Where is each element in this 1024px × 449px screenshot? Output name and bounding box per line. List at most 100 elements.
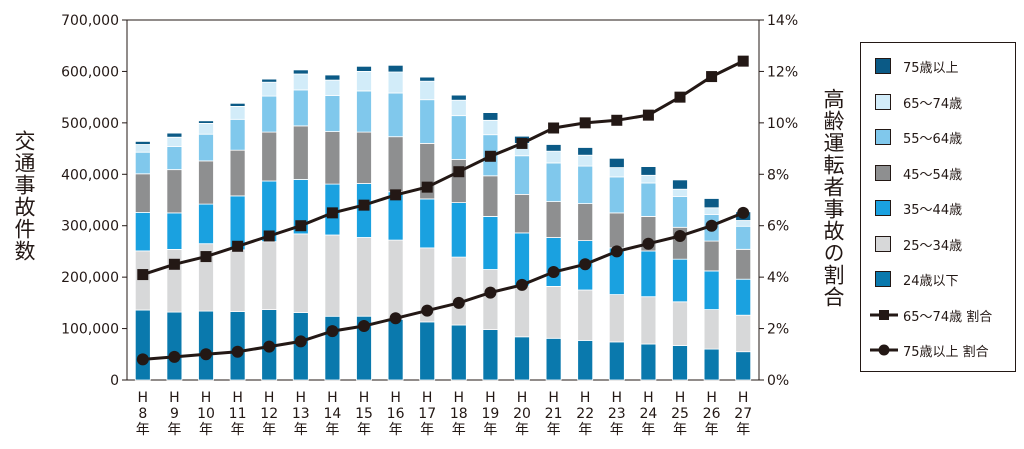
bar-segment bbox=[672, 195, 688, 228]
bar-segment bbox=[672, 258, 688, 303]
left-tick-label: 200,000 bbox=[61, 270, 119, 286]
x-tick-label: 年 bbox=[641, 422, 655, 438]
bar-segment bbox=[134, 250, 151, 311]
legend: 75歳以上 65～74歳 55～64歳 45～54歳 35～44歳 25～34歳 24歳以下… bbox=[860, 42, 1016, 372]
x-tick-label: 22 bbox=[576, 406, 594, 422]
bar-segment bbox=[735, 278, 752, 316]
bar-segment bbox=[514, 336, 530, 381]
x-tick-label: H bbox=[612, 390, 623, 406]
line-marker-circle bbox=[642, 237, 655, 250]
x-tick-label: H bbox=[580, 390, 591, 406]
x-tick-label: 年 bbox=[136, 422, 150, 438]
bar-segment bbox=[514, 232, 530, 287]
x-tick-label: 20 bbox=[513, 406, 531, 422]
bar-segment bbox=[356, 237, 372, 317]
x-tick-label: 年 bbox=[262, 422, 276, 438]
x-tick-label: H bbox=[296, 390, 307, 406]
x-tick-label: H bbox=[264, 390, 275, 406]
line-marker-square bbox=[579, 117, 591, 129]
bar-segment bbox=[703, 270, 720, 310]
x-tick-label: 18 bbox=[450, 406, 468, 422]
line-marker-circle bbox=[294, 335, 307, 348]
x-tick-label: 年 bbox=[515, 422, 529, 438]
bar-segment bbox=[608, 176, 625, 214]
left-tick-label: 0 bbox=[110, 373, 119, 389]
bar-segment bbox=[608, 341, 625, 381]
x-tick-label: H bbox=[738, 390, 749, 406]
bar-segment bbox=[450, 256, 467, 326]
bar-segment bbox=[324, 74, 341, 81]
x-tick-label: 年 bbox=[167, 422, 181, 438]
legend-label: 65～74歳 bbox=[903, 96, 963, 112]
line-marker-square bbox=[200, 251, 212, 263]
line-marker-square bbox=[642, 109, 654, 121]
bar-segment bbox=[482, 329, 499, 381]
line-marker-circle bbox=[358, 320, 370, 332]
bar-segment bbox=[292, 73, 309, 91]
bar-segment bbox=[672, 188, 688, 197]
line-marker-square bbox=[706, 71, 718, 83]
x-tick-label: 年 bbox=[420, 422, 434, 438]
bar-segment bbox=[261, 81, 278, 97]
bar-segment bbox=[450, 115, 467, 160]
bar-segment bbox=[387, 92, 404, 138]
bar-segment bbox=[545, 337, 562, 381]
x-tick-label: 年 bbox=[199, 422, 213, 438]
bar-segment bbox=[735, 220, 752, 227]
legend-item: 75歳以上 bbox=[861, 55, 1017, 77]
line-marker-circle bbox=[516, 278, 528, 291]
x-tick-label: 年 bbox=[705, 422, 719, 438]
right-axis-label: 高齢運転者事故の割合 bbox=[821, 88, 845, 308]
bar-segment bbox=[229, 249, 246, 312]
x-tick-label: 年 bbox=[736, 422, 750, 438]
x-tick-label: H bbox=[643, 390, 654, 406]
bar-segment bbox=[356, 90, 372, 133]
line-marker-square bbox=[263, 230, 275, 242]
bar-segment bbox=[198, 133, 214, 162]
legend-label: 35～44歳 bbox=[903, 203, 963, 218]
bar-segment bbox=[482, 268, 499, 330]
bar-segment bbox=[419, 198, 436, 249]
x-tick-label: 年 bbox=[610, 422, 624, 438]
bar-segment bbox=[703, 309, 720, 350]
line-marker-circle bbox=[452, 296, 465, 309]
x-tick-label: 25 bbox=[671, 406, 689, 422]
bar-segment bbox=[387, 136, 404, 193]
legend-swatch bbox=[875, 235, 891, 252]
line-marker-square bbox=[548, 122, 560, 134]
legend-item: 35～44歳 bbox=[861, 197, 1017, 219]
line-marker-square bbox=[326, 207, 338, 219]
line-marker-circle bbox=[263, 340, 276, 353]
bar-segment bbox=[134, 309, 151, 381]
bar-segment bbox=[545, 144, 562, 152]
bar-segment bbox=[198, 120, 214, 124]
bar-segment bbox=[229, 149, 246, 197]
line-marker-circle bbox=[610, 245, 623, 258]
bar-segment bbox=[640, 182, 657, 217]
bar-segment bbox=[229, 106, 246, 120]
x-tick-label: H bbox=[359, 390, 370, 406]
bar-segment bbox=[198, 123, 214, 135]
bar-segment bbox=[545, 285, 562, 339]
bar-segment bbox=[356, 131, 372, 184]
bar-segment bbox=[166, 311, 183, 381]
bar-segment bbox=[577, 339, 594, 381]
bar-segment bbox=[419, 76, 436, 82]
x-tick-label: H bbox=[327, 390, 338, 406]
legend-swatch bbox=[875, 271, 891, 287]
line-marker-circle bbox=[326, 325, 339, 338]
bar-segment bbox=[261, 78, 278, 83]
legend-item: 55～64歳 bbox=[861, 126, 1017, 148]
bar-segment bbox=[672, 301, 688, 346]
x-tick-label: 年 bbox=[389, 422, 403, 438]
legend-item: 45～54歳 bbox=[861, 162, 1017, 184]
bar-segment bbox=[640, 250, 657, 298]
x-tick-label: 15 bbox=[355, 406, 373, 422]
line-marker-square bbox=[453, 166, 465, 178]
left-tick-label: 500,000 bbox=[61, 116, 119, 132]
line-marker-circle bbox=[484, 286, 497, 299]
bar-segment bbox=[166, 132, 183, 138]
bar-segment bbox=[134, 173, 151, 213]
bar-segment bbox=[292, 233, 309, 313]
